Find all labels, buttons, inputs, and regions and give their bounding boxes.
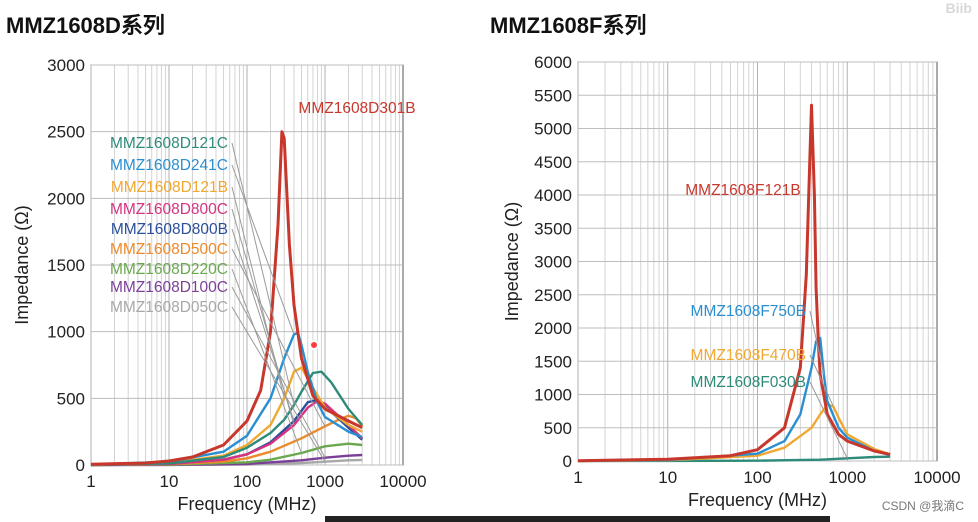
leader-line	[809, 354, 834, 407]
series-line-mmz1608d301b	[90, 130, 363, 466]
y-tick-label: 3000	[534, 253, 572, 272]
x-tick-label: 1	[86, 472, 95, 491]
leader-line	[231, 268, 302, 454]
y-tick-label: 6000	[534, 53, 572, 72]
y-tick-label: 0	[76, 456, 85, 475]
series-line-mmz1608d500c	[90, 414, 364, 467]
legend-label: MMZ1608F121B	[685, 182, 800, 199]
legend-label: MMZ1608D800B	[111, 221, 228, 238]
cursor-marker-icon	[309, 340, 319, 350]
legend-label: MMZ1608D121B	[111, 179, 228, 196]
y-tick-label: 4500	[534, 153, 572, 172]
y-tick-label: 1000	[47, 323, 85, 342]
bottom-scrollbar[interactable]	[325, 516, 830, 522]
y-tick-label: 500	[544, 419, 572, 438]
leader-line	[231, 306, 326, 462]
y-tick-label: 3000	[47, 56, 85, 75]
legend-label: MMZ1608D121C	[110, 135, 228, 152]
x-axis-label: Frequency (MHz)	[177, 494, 316, 514]
y-tick-label: 1000	[534, 386, 572, 405]
y-tick-label: 2500	[534, 286, 572, 305]
leader-line	[809, 381, 848, 459]
y-tick-label: 4000	[534, 186, 572, 205]
y-tick-label: 2000	[534, 319, 572, 338]
y-tick-label: 1500	[534, 352, 572, 371]
x-tick-label: 10000	[913, 468, 960, 487]
legend-label: MMZ1608D241C	[110, 157, 228, 174]
legend-label: MMZ1608D220C	[110, 261, 228, 278]
y-tick-label: 2500	[47, 123, 85, 142]
leader-line	[231, 248, 326, 427]
corner-mark: Biib	[945, 0, 972, 16]
legend-label: MMZ1608D301B	[298, 100, 415, 117]
y-axis-label: Impedance (Ω)	[502, 202, 522, 322]
series-line-mmz1608d800c	[90, 399, 364, 467]
legend-label: MMZ1608F470B	[691, 347, 806, 364]
x-tick-label: 10	[658, 468, 677, 487]
series-line-mmz1608d241c	[90, 331, 363, 466]
leader-line	[231, 286, 326, 458]
legend-label: MMZ1608D500C	[110, 241, 228, 258]
x-tick-label: 1	[573, 468, 582, 487]
x-axis-label: Frequency (MHz)	[688, 490, 827, 510]
legend-label: MMZ1608D800C	[110, 201, 228, 218]
legend-label: MMZ1608D100C	[110, 279, 228, 296]
y-tick-label: 5500	[534, 86, 572, 105]
impedance-chart-f-series: 0 500 1000 1500 2000 2500 3000 3500 4000 4500 5000…	[502, 53, 961, 510]
x-tick-label: 10000	[379, 472, 426, 491]
series-line-mmz1608f121b	[577, 103, 891, 463]
legend-label: MMZ1608F750B	[691, 303, 806, 320]
right-chart-title: MMZ1608F系列	[490, 13, 647, 38]
leader-line	[231, 142, 295, 406]
y-tick-label: 2000	[47, 189, 85, 208]
left-chart-title: MMZ1608D系列	[6, 13, 165, 38]
x-tick-label: 100	[233, 472, 261, 491]
leader-line	[809, 310, 825, 375]
impedance-chart-d-series: 0 500 1000 1500 2000 2500 3000 1 10 100 1000 10000 F…	[12, 56, 427, 514]
watermark: CSDN @我滴C	[881, 499, 964, 513]
leader-line	[231, 228, 295, 422]
x-tick-label: 1000	[306, 472, 344, 491]
x-tick-label: 1000	[828, 468, 866, 487]
y-tick-label: 3500	[534, 219, 572, 238]
leader-line	[231, 164, 295, 335]
y-tick-label: 1500	[47, 256, 85, 275]
series-line-mmz1608d121c	[90, 370, 364, 466]
y-tick-label: 0	[563, 452, 572, 471]
legend-label: MMZ1608F030B	[691, 374, 806, 391]
legend-label: MMZ1608D050C	[110, 299, 228, 316]
y-tick-label: 5000	[534, 120, 572, 139]
x-tick-label: 10	[160, 472, 179, 491]
y-axis-label: Impedance (Ω)	[12, 205, 32, 325]
x-tick-label: 100	[743, 468, 771, 487]
y-tick-label: 500	[57, 389, 85, 408]
